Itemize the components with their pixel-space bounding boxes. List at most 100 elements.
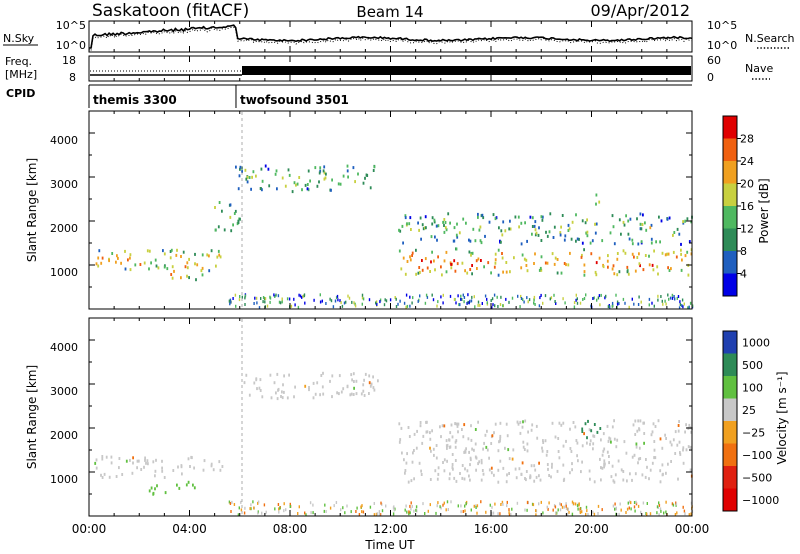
data-cell <box>476 504 479 508</box>
data-cell <box>653 456 655 460</box>
data-cell <box>569 471 571 475</box>
data-cell <box>255 296 258 300</box>
data-cell <box>440 265 442 269</box>
data-cell <box>586 509 588 513</box>
data-cell <box>531 423 534 427</box>
data-cell <box>361 296 364 300</box>
data-cell <box>562 421 565 425</box>
data-cell <box>321 385 324 389</box>
data-cell <box>598 294 601 298</box>
data-cell <box>150 486 153 490</box>
data-cell <box>143 465 145 469</box>
data-cell <box>361 302 363 306</box>
data-cell <box>685 423 687 427</box>
freq-label-line2: [MHz] <box>5 68 37 81</box>
data-cell <box>346 164 349 168</box>
data-cell <box>410 507 412 511</box>
data-cell <box>127 258 129 262</box>
data-cell <box>334 299 337 303</box>
data-cell <box>443 230 446 234</box>
data-cell <box>677 295 680 298</box>
data-cell <box>370 382 373 386</box>
data-cell <box>147 462 149 466</box>
beam-title: Beam 14 <box>356 3 423 21</box>
data-cell <box>373 502 375 505</box>
data-cell <box>453 239 456 243</box>
data-cell <box>595 261 598 265</box>
data-cell <box>622 249 625 253</box>
data-cell <box>480 478 483 482</box>
data-cell <box>405 461 408 465</box>
data-cell <box>656 265 659 269</box>
nsearch-label: N.Search <box>745 32 795 45</box>
data-cell <box>186 274 188 278</box>
data-cell <box>486 429 488 433</box>
data-cell <box>553 225 556 229</box>
data-cell <box>131 471 134 475</box>
data-cell <box>634 419 637 423</box>
data-cell <box>480 461 483 465</box>
data-cell <box>581 460 583 464</box>
data-cell <box>631 297 633 301</box>
data-cell <box>303 294 305 298</box>
data-cell <box>586 436 588 440</box>
data-cell <box>483 265 485 269</box>
data-cell <box>493 293 496 297</box>
data-cell <box>288 297 291 301</box>
data-cell <box>295 183 297 187</box>
data-cell <box>405 293 408 297</box>
data-cell <box>646 512 648 516</box>
data-cell <box>441 273 443 277</box>
data-cell <box>674 513 677 516</box>
velocity-colorbar-tick: −1000 <box>742 494 779 507</box>
data-cell <box>329 506 332 510</box>
data-cell <box>105 455 108 459</box>
data-cell <box>301 188 303 192</box>
data-cell <box>637 303 640 306</box>
data-cell <box>490 466 493 470</box>
nave-label: Nave <box>745 62 773 75</box>
data-cell <box>565 506 568 510</box>
data-cell <box>434 235 436 239</box>
freq-tick-bottom: 8 <box>69 71 76 84</box>
data-cell <box>581 253 583 257</box>
data-cell <box>145 461 147 465</box>
data-cell <box>652 268 655 272</box>
data-cell <box>474 428 477 431</box>
data-cell <box>256 387 258 391</box>
data-cell <box>481 302 483 305</box>
colorbar-swatch <box>723 206 737 229</box>
data-cell <box>246 180 249 184</box>
data-cell <box>529 215 532 219</box>
data-cell <box>614 507 616 511</box>
data-cell <box>223 228 226 232</box>
cpid-segment-label: twofsound 3501 <box>240 93 349 107</box>
data-cell <box>161 466 163 470</box>
nsearch-trace <box>88 26 693 52</box>
data-cell <box>238 298 241 302</box>
data-cell <box>627 219 630 223</box>
data-cell <box>522 445 525 449</box>
data-cell <box>230 229 233 233</box>
data-cell <box>527 300 529 304</box>
power-y-tick-4000: 4000 <box>50 134 78 147</box>
data-cell <box>473 295 475 299</box>
data-cell <box>523 448 526 451</box>
data-cell <box>642 213 644 217</box>
data-cell <box>445 508 447 512</box>
data-cell <box>664 433 666 437</box>
data-cell <box>538 461 540 465</box>
data-cell <box>332 305 335 309</box>
data-cell <box>578 237 580 241</box>
data-cell <box>385 504 387 508</box>
data-cell <box>436 504 438 508</box>
data-cell <box>497 305 499 308</box>
data-cell <box>549 212 552 216</box>
data-cell <box>570 450 573 453</box>
data-cell <box>180 464 183 468</box>
data-cell <box>455 422 458 426</box>
data-cell <box>679 300 681 304</box>
data-cell <box>429 478 432 481</box>
data-cell <box>505 422 508 426</box>
data-cell <box>245 177 248 181</box>
